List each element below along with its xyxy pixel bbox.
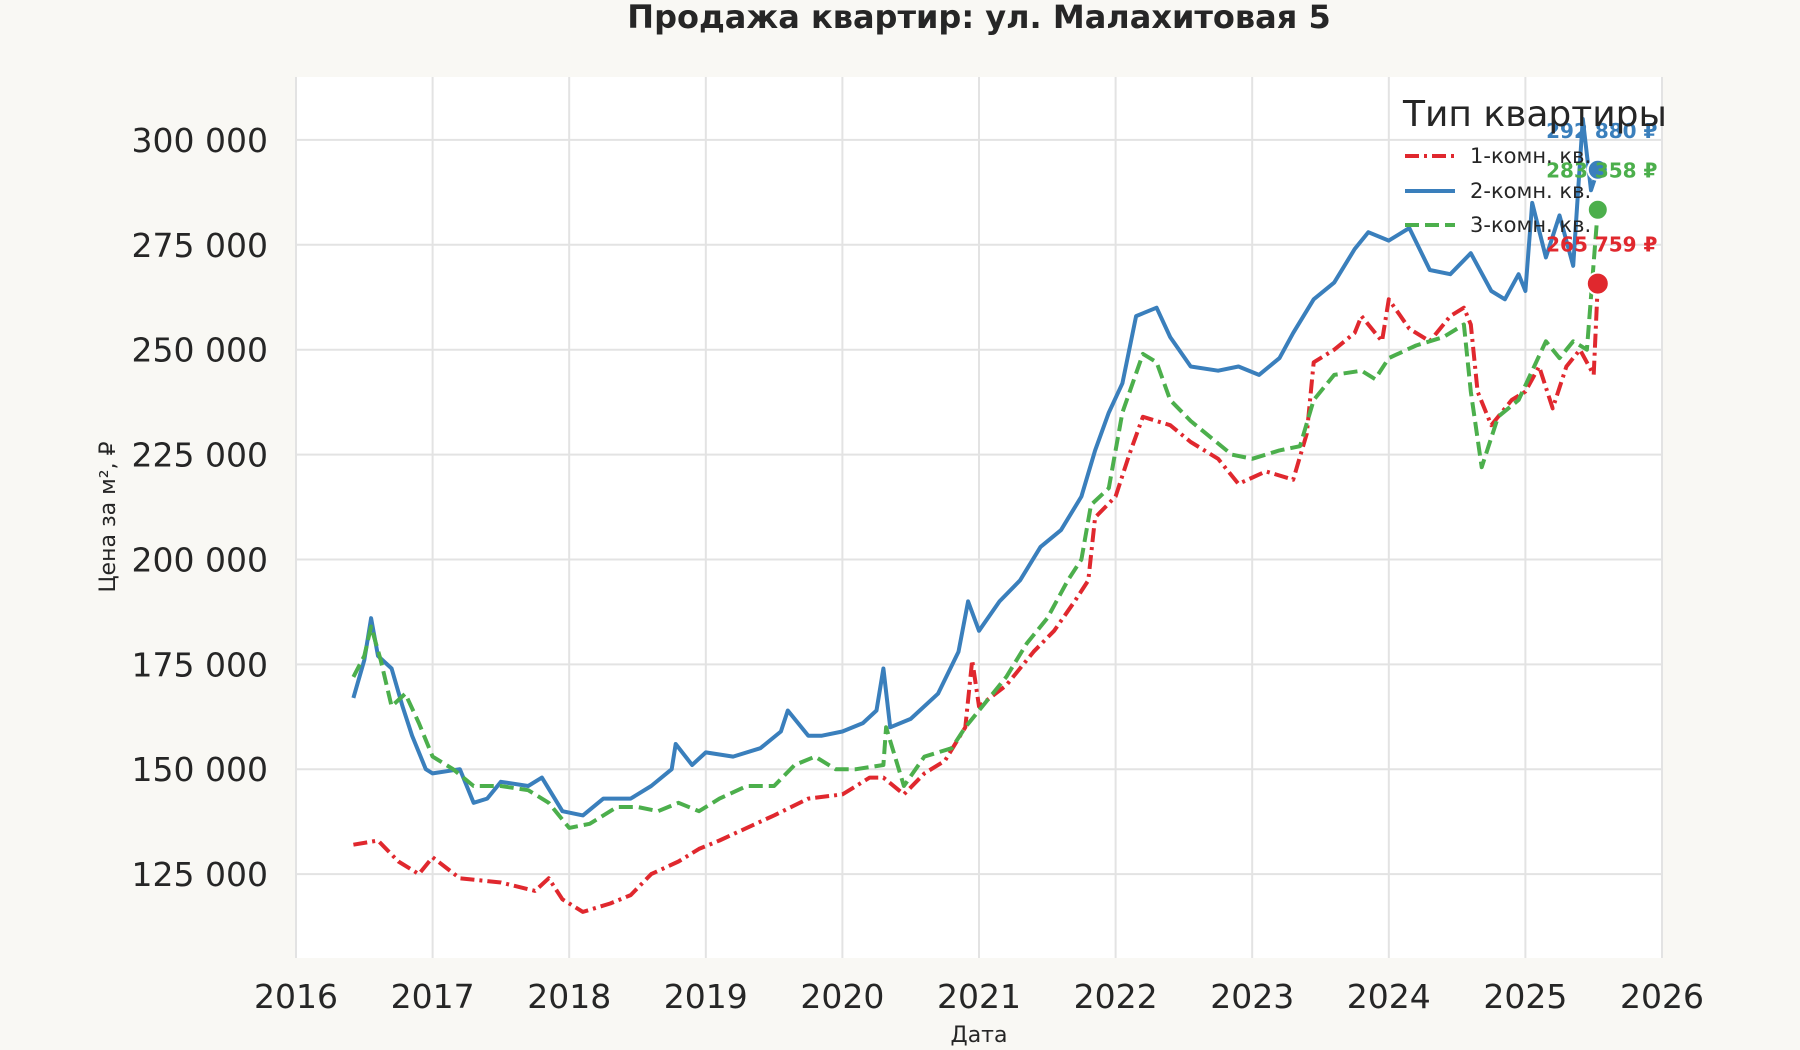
series-end-marker-2 [1586,158,1609,181]
endpoint-markers: 265 759 ₽ 292 880 ₽ 283 358 ₽ [1546,119,1658,296]
x-tick-label: 2017 [391,977,475,1016]
y-tick-label: 200 000 [132,540,268,579]
y-axis-title: Цена за м², ₽ [96,441,121,592]
legend: Тип квартиры 1-комн. кв. 2-комн. кв. 3-к… [1402,94,1667,237]
x-tick-label: 2024 [1347,977,1431,1016]
y-tick-label: 275 000 [132,226,268,265]
series-layer [351,117,1600,914]
x-tick-label: 2026 [1620,977,1704,1016]
series-end-marker-1 [1585,271,1610,296]
x-tick-label: 2020 [800,977,884,1016]
legend-label-2k: 2-комн. кв. [1470,179,1591,203]
x-tick-label: 2022 [1074,977,1158,1016]
chart-title: Продажа квартир: ул. Малахитовая 5 [627,0,1330,36]
series-line-2 [351,117,1600,818]
y-tick-label: 300 000 [132,121,268,160]
y-tick-label: 175 000 [132,645,268,684]
tick-labels: 2016 2017 2018 2019 2020 2021 2022 2023 2024 2025… [132,121,1704,1016]
series-end-label-3: 283 358 ₽ [1546,159,1657,183]
legend-title: Тип квартиры [1402,94,1667,135]
x-tick-label: 2021 [937,977,1021,1016]
x-axis-title: Дата [951,1023,1008,1048]
y-tick-label: 225 000 [132,436,268,475]
x-tick-label: 2019 [664,977,748,1016]
legend-label-3k: 3-комн. кв. [1470,213,1591,237]
series-end-label-2: 292 880 ₽ [1546,119,1657,143]
legend-label-1k: 1-комн. кв. [1470,144,1591,168]
x-tick-label: 2023 [1210,977,1294,1016]
grid-lines [295,77,1663,958]
x-tick-label: 2025 [1483,977,1567,1016]
series-end-label-1: 265 759 ₽ [1546,233,1657,257]
x-tick-label: 2018 [527,977,611,1016]
x-tick-label: 2016 [254,977,338,1016]
series-line-3 [351,209,1600,830]
y-tick-label: 125 000 [132,855,268,894]
y-tick-label: 150 000 [132,750,268,789]
series-end-marker-3 [1586,198,1609,221]
series-line-1 [353,283,1600,914]
y-tick-label: 250 000 [132,331,268,370]
